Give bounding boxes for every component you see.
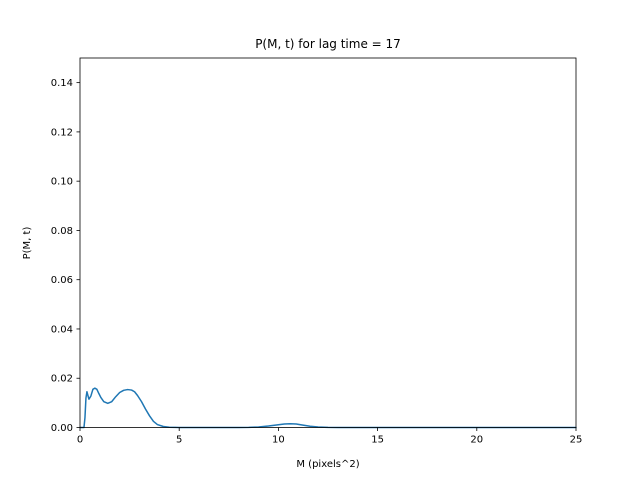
y-tick-label: 0.10 <box>51 177 73 188</box>
ticks-layer: 0 5 10 15 20 25 0.00 0.02 0.04 0.06 0.08 0.10 0.12 0.… <box>51 78 583 445</box>
x-tick-label: 0 <box>77 435 83 446</box>
x-tick-label: 10 <box>272 435 285 446</box>
data-layer <box>79 387 577 429</box>
y-tick-label: 0.08 <box>51 226 73 237</box>
y-tick-label: 0.00 <box>51 423 73 434</box>
y-tick-label: 0.06 <box>51 275 73 286</box>
y-tick-label: 0.04 <box>51 324 73 335</box>
y-tick-label: 0.14 <box>51 78 73 89</box>
x-tick-label: 25 <box>570 435 583 446</box>
x-tick-label: 20 <box>470 435 483 446</box>
y-tick-label: 0.12 <box>51 127 73 138</box>
x-axis-label: M (pixels^2) <box>296 459 359 470</box>
chart-title: P(M, t) for lag time = 17 <box>255 37 401 51</box>
x-tick-label: 5 <box>176 435 182 446</box>
y-tick-label: 0.02 <box>51 374 73 385</box>
series-line <box>79 387 577 429</box>
y-axis-label: P(M, t) <box>22 227 33 260</box>
x-tick-label: 15 <box>371 435 384 446</box>
plot-frame <box>79 57 577 428</box>
